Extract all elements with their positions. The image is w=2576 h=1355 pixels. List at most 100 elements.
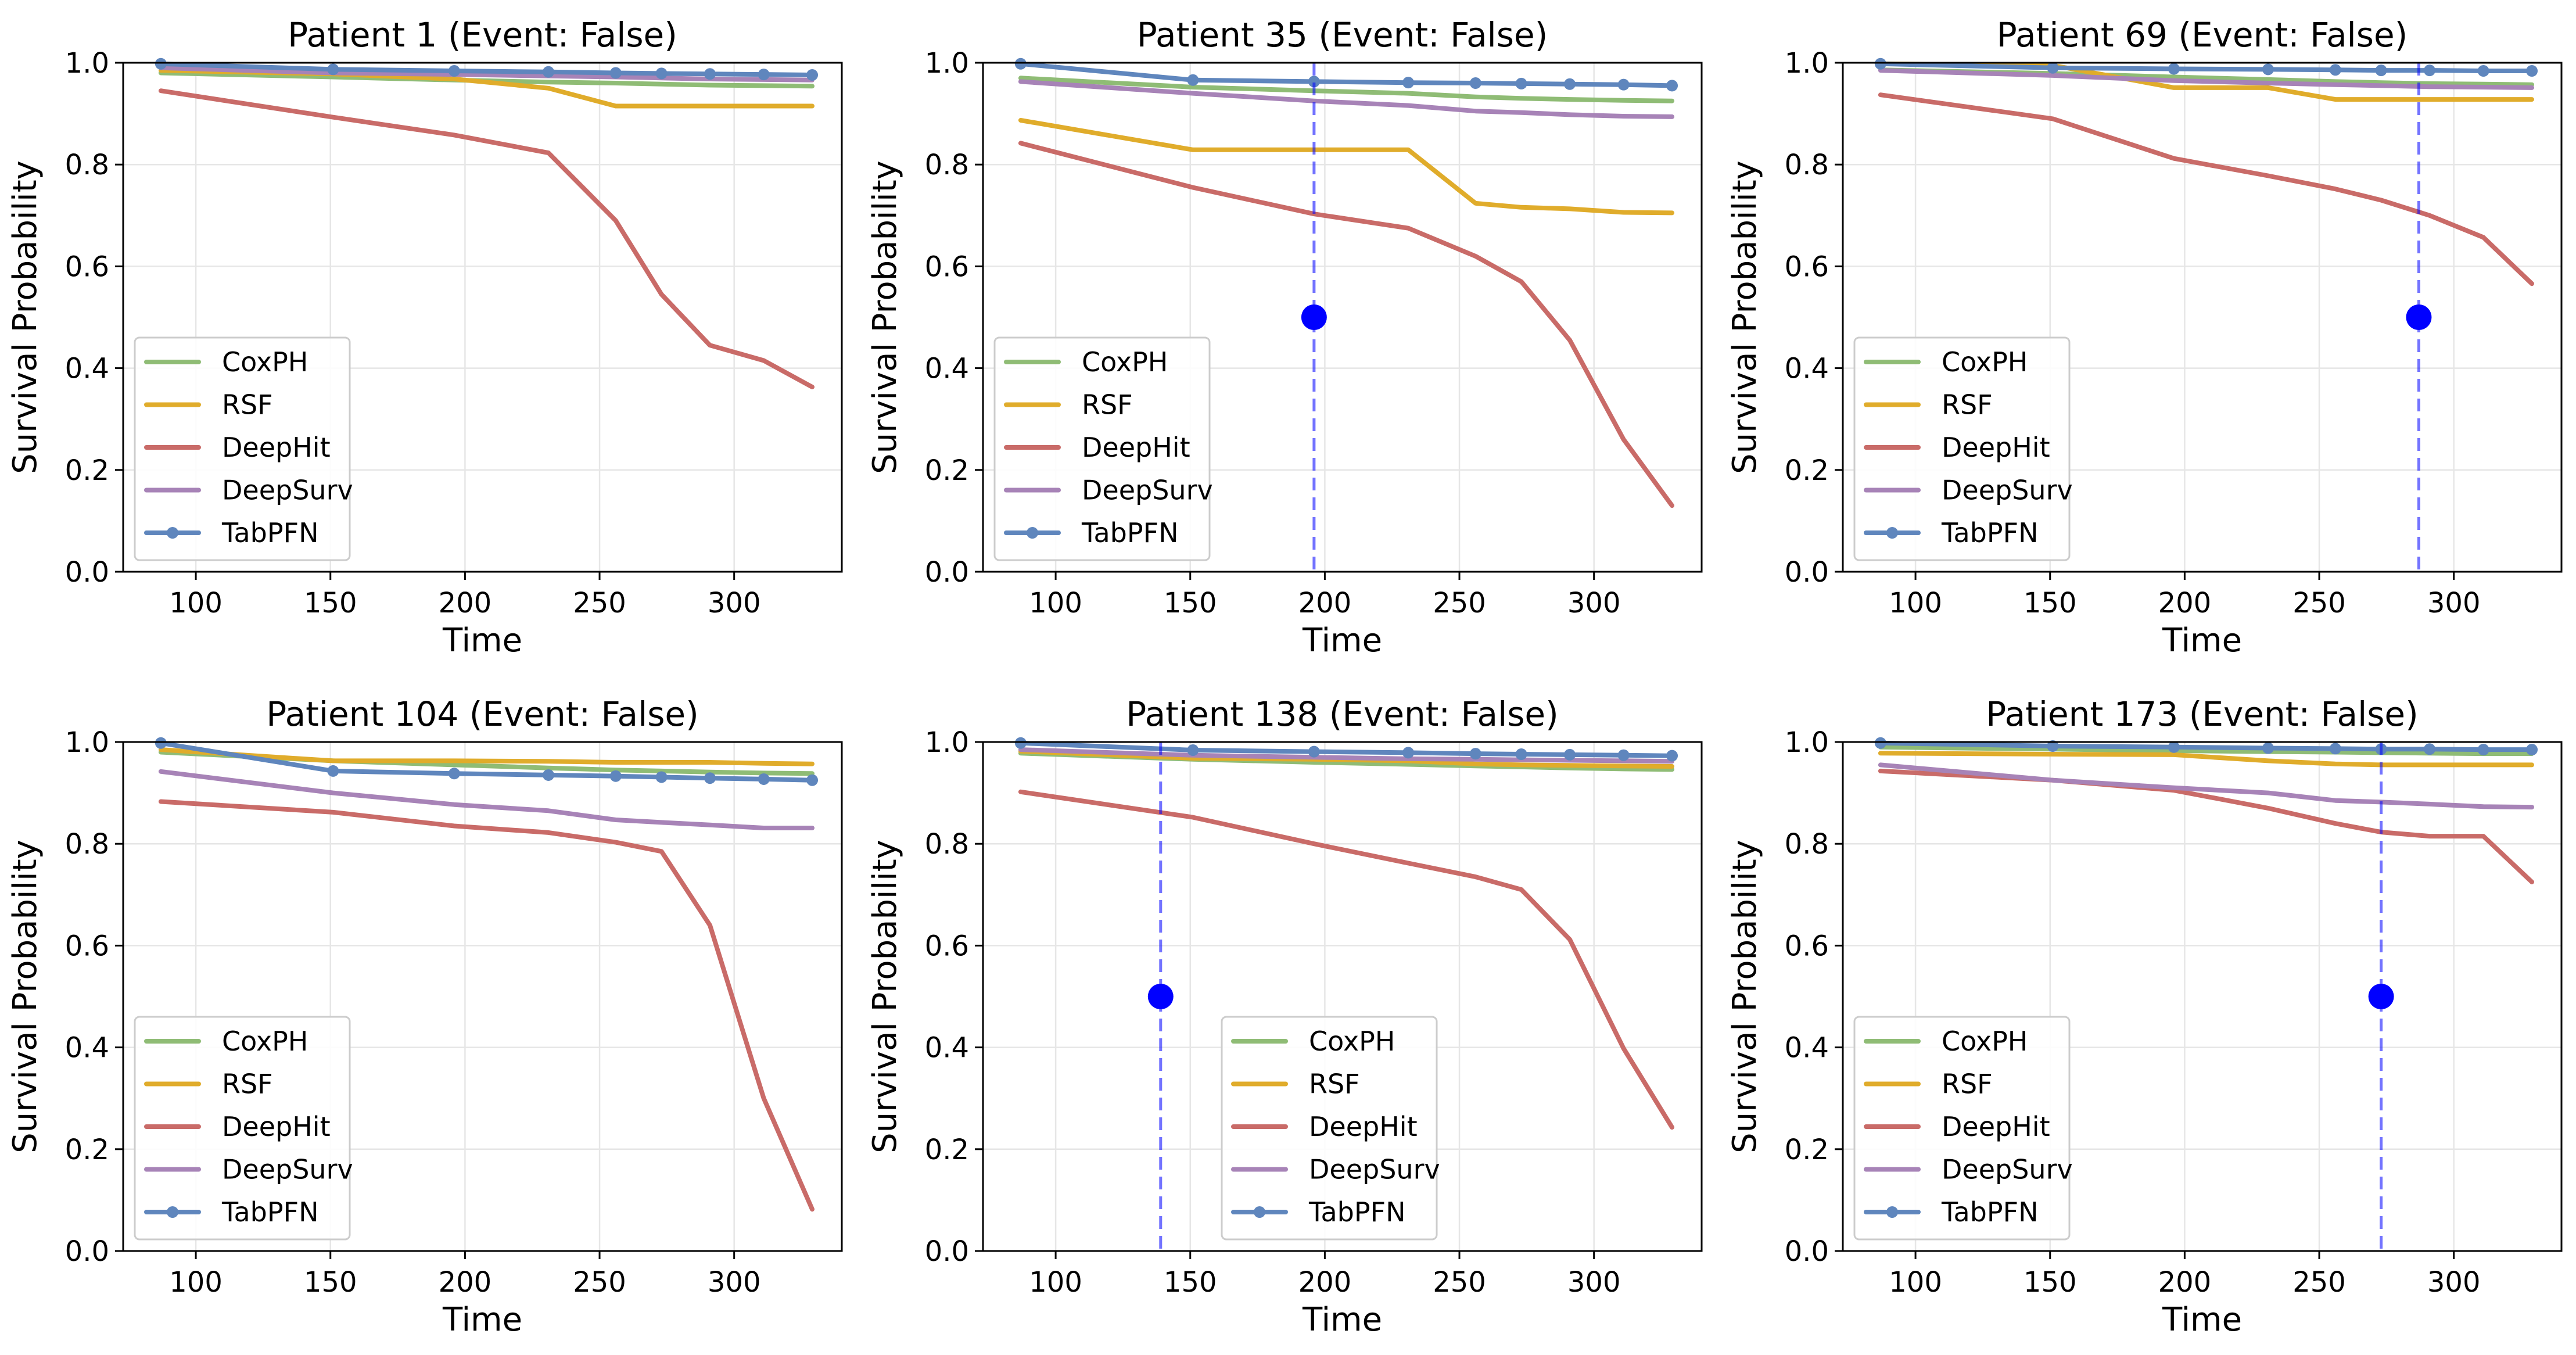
y-tick-label: 0.6 <box>65 250 109 283</box>
series-point-tabpfn <box>655 771 668 783</box>
chart-panel-1: 100 150 200 250 300 0.0 0.2 0.4 0.6 0.8 1.0 Patient… <box>6 15 843 659</box>
legend-label-tabpfn: TabPFN <box>1308 1196 1405 1228</box>
legend-label-deephit: DeepHit <box>222 432 331 463</box>
legend-label-deepsurv: DeepSurv <box>222 1154 353 1185</box>
y-tick-label: 0.2 <box>1785 454 1829 487</box>
y-tick-label: 0.4 <box>65 353 109 385</box>
axes-frame <box>982 741 1703 1252</box>
series-point-tabpfn <box>2047 62 2059 74</box>
series-point-tabpfn <box>704 68 716 80</box>
legend-label-coxph: CoxPH <box>1082 346 1168 378</box>
series-point-tabpfn <box>2477 65 2489 77</box>
legend-label-coxph: CoxPH <box>222 346 308 378</box>
chart-legend: CoxPH RSF DeepHit DeepSurv TabPFN <box>1853 336 2073 561</box>
y-tick-label: 0.6 <box>1785 250 1829 283</box>
legend-label-deephit: DeepHit <box>1082 432 1190 463</box>
chart-title: Patient 35 (Event: False) <box>1137 15 1548 55</box>
y-tick-label: 1.0 <box>65 726 109 759</box>
series-point-tabpfn <box>758 69 770 81</box>
legend-label-coxph: CoxPH <box>222 1026 308 1057</box>
legend-label-rsf: RSF <box>1942 1069 1993 1100</box>
series-point-tabpfn <box>2423 743 2435 755</box>
y-tick-label: 0.0 <box>1785 1235 1829 1268</box>
series-line-deepsurv <box>158 769 815 830</box>
x-axis-label: Time <box>1302 1301 1382 1339</box>
series-point-tabpfn <box>155 737 167 749</box>
legend-box <box>1221 1016 1438 1241</box>
legend-swatch-marker <box>1886 1206 1898 1218</box>
legend-label-tabpfn: TabPFN <box>1941 1196 2038 1228</box>
legend-label-deepsurv: DeepSurv <box>1082 475 1213 506</box>
legend-label-coxph: CoxPH <box>1942 346 2028 378</box>
series-line-deephit <box>158 799 815 1212</box>
series-line-rsf <box>1018 748 1674 769</box>
x-tick-label: 300 <box>2427 587 2481 619</box>
y-tick-label: 0.0 <box>65 556 109 589</box>
x-tick-label: 100 <box>1889 1266 1942 1299</box>
series-point-tabpfn <box>704 772 716 784</box>
series-point-tabpfn <box>2526 65 2538 77</box>
series-point-tabpfn <box>1666 80 1678 92</box>
series-point-tabpfn <box>1515 77 1527 89</box>
y-axis-label: Survival Probability <box>1726 160 1764 474</box>
x-tick-label: 300 <box>1567 1266 1621 1299</box>
y-tick-label: 0.0 <box>65 1235 109 1268</box>
series-point-tabpfn <box>655 67 668 80</box>
legend-box <box>134 336 351 561</box>
series-point-tabpfn <box>1515 748 1527 761</box>
x-tick-label: 200 <box>1298 587 1352 619</box>
x-tick-label: 100 <box>169 1266 223 1299</box>
legend-label-rsf: RSF <box>1082 389 1133 421</box>
y-tick-label: 0.0 <box>1785 556 1829 589</box>
y-tick-label: 0.8 <box>925 828 969 861</box>
axes-frame <box>982 62 1703 573</box>
series-point-tabpfn <box>1617 78 1630 91</box>
legend-label-tabpfn: TabPFN <box>221 517 318 549</box>
series-point-tabpfn <box>1014 737 1027 749</box>
chart-legend: CoxPH RSF DeepHit DeepSurv TabPFN <box>1853 1016 2073 1241</box>
x-tick-label: 200 <box>2158 587 2212 619</box>
y-axis-label: Survival Probability <box>1726 840 1764 1153</box>
series-point-tabpfn <box>2262 742 2274 754</box>
x-tick-label: 100 <box>1029 1266 1082 1299</box>
series-line-deepsurv <box>1878 68 2534 90</box>
y-tick-label: 0.2 <box>1785 1134 1829 1166</box>
chart-title: Patient 104 (Event: False) <box>266 694 699 734</box>
chart-panel-4: 100 150 200 250 300 0.0 0.2 0.4 0.6 0.8 1.0 Patient… <box>6 694 843 1339</box>
series-point-tabpfn <box>2526 744 2538 756</box>
y-axis-label: Survival Probability <box>866 840 904 1153</box>
y-tick-label: 0.2 <box>925 1134 969 1166</box>
legend-label-tabpfn: TabPFN <box>221 1196 318 1228</box>
series-point-tabpfn <box>1187 744 1199 757</box>
x-tick-label: 300 <box>1567 587 1621 619</box>
x-axis-label: Time <box>442 1301 522 1339</box>
x-axis-label: Time <box>2162 1301 2242 1339</box>
x-tick-label: 250 <box>573 587 626 619</box>
series-point-tabpfn <box>2168 63 2180 75</box>
series-point-tabpfn <box>2477 744 2489 756</box>
series-point-tabpfn <box>2423 64 2435 77</box>
x-tick-label: 250 <box>1433 1266 1486 1299</box>
x-tick-label: 100 <box>1029 587 1082 619</box>
y-tick-label: 0.8 <box>1785 828 1829 861</box>
legend-label-rsf: RSF <box>1309 1069 1360 1100</box>
legend-box <box>134 1016 351 1241</box>
y-tick-label: 0.0 <box>925 556 969 589</box>
axes-frame <box>1842 62 2563 573</box>
y-tick-label: 0.4 <box>925 353 969 385</box>
series-point-tabpfn <box>758 773 770 785</box>
legend-label-rsf: RSF <box>222 389 273 421</box>
series-point-tabpfn <box>327 765 339 777</box>
series-line-deepsurv <box>1878 762 2534 810</box>
series-point-tabpfn <box>2047 740 2059 752</box>
chart-legend: CoxPH RSF DeepHit DeepSurv TabPFN <box>993 336 1213 561</box>
series-line-deephit <box>158 88 815 389</box>
x-tick-label: 250 <box>573 1266 626 1299</box>
series-point-tabpfn <box>1014 58 1027 70</box>
x-tick-label: 200 <box>2158 1266 2212 1299</box>
event-marker-dot <box>1147 984 1174 1009</box>
series-point-tabpfn <box>2375 64 2387 77</box>
series-line-rsf <box>1878 751 2534 768</box>
y-tick-label: 1.0 <box>925 726 969 759</box>
